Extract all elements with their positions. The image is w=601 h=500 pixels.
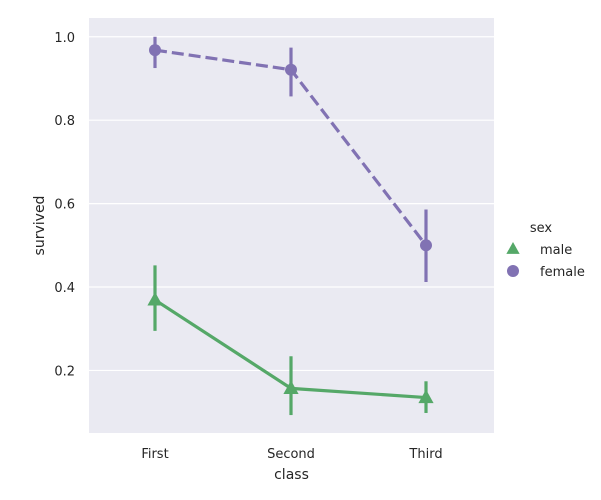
x-tick-labels: First Second Third <box>141 447 442 462</box>
legend-title: sex <box>530 221 553 236</box>
y-tick-labels: 0.2 0.4 0.6 0.8 1.0 <box>54 31 75 380</box>
y-tick-label: 0.4 <box>54 281 75 296</box>
legend-marker-male <box>506 242 520 254</box>
x-tick-label: Third <box>408 447 442 462</box>
y-tick-label: 0.8 <box>54 114 75 129</box>
legend-label-male: male <box>540 243 572 258</box>
x-tick-label: Second <box>267 447 315 462</box>
male-point <box>418 389 434 404</box>
series-layer <box>147 36 434 416</box>
legend-marker-female <box>507 265 519 277</box>
male-point <box>147 291 163 306</box>
y-axis-label: survived <box>32 196 48 256</box>
legend-item-female: female <box>507 265 585 280</box>
x-axis-label: class <box>274 467 309 483</box>
y-tick-label: 1.0 <box>54 31 75 46</box>
legend-item-male: male <box>506 242 572 258</box>
female-point <box>149 44 161 57</box>
series-male <box>147 265 434 416</box>
y-tick-label: 0.6 <box>54 198 75 213</box>
female-point <box>285 63 297 76</box>
x-tick-label: First <box>141 447 168 462</box>
female-point <box>420 239 432 252</box>
legend: sex male female <box>506 221 585 280</box>
y-tick-label: 0.2 <box>54 364 75 379</box>
series-female <box>149 36 432 283</box>
male-point <box>283 380 299 394</box>
legend-label-female: female <box>540 265 585 280</box>
